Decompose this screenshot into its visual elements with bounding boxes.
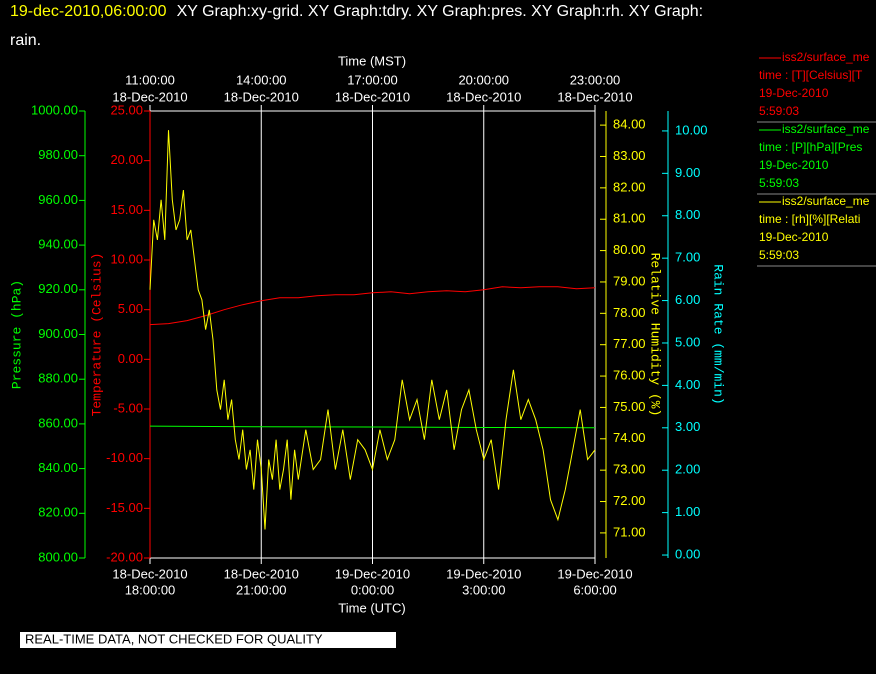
y-tick-label: 900.00 (38, 326, 78, 341)
y-tick-label: 84.00 (613, 117, 646, 132)
data-line (149, 425, 596, 429)
title-date: 19-dec-2010,06:00:00 (10, 3, 167, 20)
y-tick-label: 940.00 (38, 237, 78, 252)
x-tick-label: 6:00:00 (573, 582, 616, 597)
data-line (149, 286, 596, 326)
y-tick-label: 76.00 (613, 368, 646, 383)
y-tick-label: 80.00 (613, 242, 646, 257)
x-tick-top-label: 14:00:00 (236, 72, 287, 87)
y-tick-label: 10.00 (110, 251, 143, 266)
chart-title: 19-dec-2010,06:00:00 XY Graph:xy-grid. XY… (10, 3, 703, 20)
y-tick-label: 78.00 (613, 305, 646, 320)
x-tick-top-label: 18-Dec-2010 (446, 89, 521, 104)
y-axis-title: Pressure (hPa) (9, 280, 24, 389)
legend-detail: 5:59:03 (759, 248, 799, 262)
legend-label: iss2/surface_me (782, 50, 870, 64)
y-tick-label: 75.00 (613, 399, 646, 414)
y-tick-label: -10.00 (106, 450, 143, 465)
y-tick-label: 9.00 (675, 165, 700, 180)
y-tick-label: 8.00 (675, 207, 700, 222)
y-tick-label: 5.00 (675, 334, 700, 349)
y-tick-label: 72.00 (613, 493, 646, 508)
x-tick-top-label: 18-Dec-2010 (335, 89, 410, 104)
legend-detail: 5:59:03 (759, 104, 799, 118)
y-tick-label: 1000.00 (31, 102, 78, 117)
y-tick-label: 960.00 (38, 192, 78, 207)
y-tick-label: 1.00 (675, 504, 700, 519)
y-tick-label: 980.00 (38, 147, 78, 162)
legend-detail: 19-Dec-2010 (759, 158, 829, 172)
note: REAL-TIME DATA, NOT CHECKED FOR QUALITY (25, 631, 323, 646)
x-tick-label: 3:00:00 (462, 582, 505, 597)
y-tick-label: 79.00 (613, 273, 646, 288)
y-tick-label: 20.00 (110, 152, 143, 167)
x-tick-label: 21:00:00 (236, 582, 287, 597)
y-tick-label: 860.00 (38, 415, 78, 430)
y-tick-label: 5.00 (118, 301, 143, 316)
legend-detail: time : [rh][%][Relati (759, 212, 860, 226)
y-tick-label: 800.00 (38, 549, 78, 564)
x-tick-top-label: 18-Dec-2010 (224, 89, 299, 104)
x-tick-top-label: 18-Dec-2010 (557, 89, 632, 104)
x-tick-label: 18:00:00 (125, 582, 176, 597)
x-tick-top-label: 18-Dec-2010 (112, 89, 187, 104)
x-tick-label: 19-Dec-2010 (446, 566, 521, 581)
y-tick-label: 4.00 (675, 377, 700, 392)
y-tick-label: 25.00 (110, 102, 143, 117)
y-tick-label: 73.00 (613, 462, 646, 477)
x-axis-title-top: Time (MST) (338, 53, 406, 68)
y-tick-label: 10.00 (675, 122, 708, 137)
legend-label: iss2/surface_me (782, 122, 870, 136)
y-tick-label: 0.00 (675, 546, 700, 561)
y-tick-label: -5.00 (113, 400, 143, 415)
y-tick-label: 15.00 (110, 202, 143, 217)
data-line (149, 130, 596, 530)
title-text: rain. (10, 32, 41, 49)
y-tick-label: -20.00 (106, 549, 143, 564)
y-axis-title: Relative Humidity (%) (648, 253, 663, 417)
x-tick-label: 18-Dec-2010 (112, 566, 187, 581)
y-tick-label: 74.00 (613, 430, 646, 445)
y-tick-label: 3.00 (675, 419, 700, 434)
y-tick-label: 2.00 (675, 462, 700, 477)
legend-detail: time : [P][hPa][Pres (759, 140, 862, 154)
y-axis-title: Rain Rate (mm/min) (711, 264, 726, 404)
y-axis-title: Temperature (Celsius) (89, 253, 104, 417)
y-tick-label: 82.00 (613, 179, 646, 194)
x-tick-label: 19-Dec-2010 (557, 566, 632, 581)
legend-detail: 19-Dec-2010 (759, 86, 829, 100)
title-text: XY Graph:xy-grid. XY Graph:tdry. XY Grap… (177, 3, 703, 20)
x-tick-top-label: 20:00:00 (458, 72, 509, 87)
legend-detail: 19-Dec-2010 (759, 230, 829, 244)
y-tick-label: 820.00 (38, 505, 78, 520)
x-tick-top-label: 11:00:00 (125, 72, 175, 87)
y-tick-label: 840.00 (38, 460, 78, 475)
x-tick-label: 18-Dec-2010 (224, 566, 299, 581)
legend-label: iss2/surface_me (782, 194, 870, 208)
y-tick-label: 920.00 (38, 281, 78, 296)
y-tick-label: 880.00 (38, 371, 78, 386)
y-tick-label: 77.00 (613, 336, 646, 351)
x-tick-top-label: 17:00:00 (347, 72, 398, 87)
legend-detail: time : [T][Celsius][T (759, 68, 863, 82)
y-tick-label: 81.00 (613, 211, 646, 226)
y-tick-label: 7.00 (675, 250, 700, 265)
x-tick-top-label: 23:00:00 (570, 72, 621, 87)
legend-detail: 5:59:03 (759, 176, 799, 190)
y-tick-label: 71.00 (613, 524, 646, 539)
x-axis-title: Time (UTC) (338, 600, 405, 615)
y-tick-label: -15.00 (106, 500, 143, 515)
y-tick-label: 0.00 (118, 351, 143, 366)
x-tick-label: 19-Dec-2010 (335, 566, 410, 581)
y-tick-label: 83.00 (613, 148, 646, 163)
x-tick-label: 0:00:00 (351, 582, 394, 597)
note-box (20, 632, 396, 648)
y-tick-label: 6.00 (675, 292, 700, 307)
